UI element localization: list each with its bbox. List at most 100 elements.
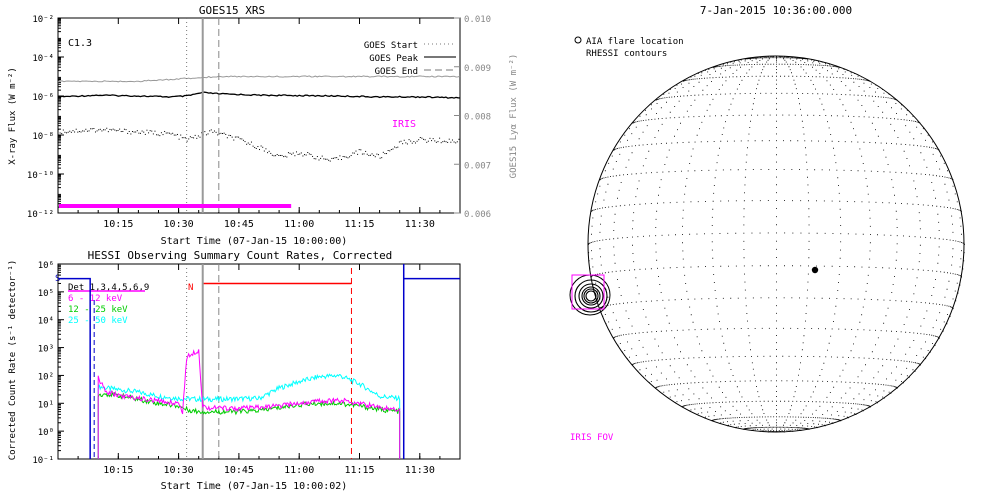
goes-short-channel-point [199, 136, 201, 138]
goes-short-channel-point [191, 137, 193, 139]
goes-short-channel-point [236, 136, 238, 138]
goes-short-channel-point [291, 153, 293, 155]
goes-short-channel-point [379, 157, 381, 159]
goes-short-channel-point [170, 133, 172, 135]
goes-short-channel-point [320, 157, 322, 159]
goes-short-channel-point [302, 155, 304, 157]
hessi-saa-left-line [58, 277, 91, 459]
goes-short-channel-point [228, 134, 230, 136]
goes-short-channel-point [453, 141, 455, 143]
hessi-x-tick-label: 10:30 [164, 465, 194, 476]
goes-short-channel-point [281, 154, 283, 156]
goes-short-channel-point [307, 151, 309, 153]
hessi-y-tick-label: 10⁻¹ [32, 456, 54, 466]
goes-short-channel-point [83, 130, 85, 132]
goes-short-channel-point [265, 148, 267, 150]
hessi-x-axis-label: Start Time (07-Jan-15 10:00:02) [161, 481, 348, 492]
goes-short-channel-point [392, 148, 394, 150]
goes-short-channel-point [109, 128, 111, 130]
goes-short-channel-point [246, 143, 248, 145]
goes-short-channel-point [283, 156, 285, 158]
goes-short-channel-point [450, 141, 452, 143]
goes-short-channel-point [234, 136, 236, 138]
goes-y2-tick-label: 0.009 [464, 64, 491, 74]
goes-short-channel-point [99, 128, 101, 130]
goes-short-channel-point [405, 142, 407, 144]
goes-x-tick-label: 10:15 [103, 219, 133, 230]
rhessi-contour [583, 288, 599, 304]
hessi-flag-n: N [188, 283, 193, 293]
goes-short-channel-point [238, 136, 240, 138]
goes-short-channel-point [175, 134, 177, 136]
goes-short-channel-point [294, 155, 296, 157]
goes-legend-label: GOES Start [364, 41, 418, 51]
goes-short-channel-point [151, 130, 153, 132]
goes-short-channel-point [263, 150, 265, 152]
goes-short-channel-point [115, 130, 117, 132]
goes-short-channel-point [252, 145, 254, 147]
iris-fov-box [571, 274, 605, 310]
goes-short-channel-point [331, 157, 333, 159]
goes-short-channel-point [350, 155, 352, 157]
hessi-y-tick-label: 10³ [38, 345, 54, 355]
goes-short-channel-point [148, 132, 150, 134]
rhessi-contours-legend-label: RHESSI contours [586, 49, 667, 59]
goes-short-channel-point [381, 157, 383, 159]
goes-short-channel-point [107, 131, 109, 133]
hessi-legend-label: 25 - 50 keV [68, 316, 128, 326]
hessi-panel: HESSI Observing Summary Count Rates, Cor… [8, 249, 461, 492]
goes-short-channel-point [273, 155, 275, 157]
goes-short-channel-point [357, 153, 359, 155]
goes-short-channel-point [72, 130, 74, 132]
goes-short-channel-point [93, 128, 95, 130]
goes-short-channel-point [275, 155, 277, 157]
goes-short-channel-point [312, 155, 314, 157]
goes-short-channel-point [458, 138, 460, 140]
goes-short-channel-point [96, 130, 98, 132]
goes-long-channel-line [57, 91, 461, 99]
goes-y-tick-label: 10⁻² [32, 15, 54, 25]
goes-short-channel-point [123, 128, 125, 130]
goes-short-channel-point [260, 145, 262, 147]
goes-short-channel-point [90, 128, 92, 130]
hessi-series-25-50-keV [97, 373, 401, 459]
sun-title: 7-Jan-2015 10:36:00.000 [700, 4, 852, 17]
goes-short-channel-point [128, 130, 130, 132]
goes-short-channel-point [414, 142, 416, 144]
hessi-y-tick-label: 10⁴ [38, 317, 54, 327]
goes-y-tick-label: 10⁻⁴ [32, 54, 54, 64]
goes-short-channel-point [160, 132, 162, 134]
goes-short-channel-point [394, 146, 396, 148]
goes-short-channel-point [279, 154, 281, 156]
goes-lyman-alpha-line [57, 75, 461, 83]
goes-short-channel-point [289, 152, 291, 154]
goes-short-channel-point [398, 141, 400, 143]
hessi-y-tick-label: 10¹ [38, 400, 54, 410]
goes-short-channel-point [427, 140, 429, 142]
goes-short-channel-point [395, 147, 397, 149]
goes-short-channel-point [341, 159, 343, 161]
goes-short-channel-point [130, 133, 132, 135]
goes-short-channel-point [164, 130, 166, 132]
goes-short-channel-point [88, 130, 90, 132]
goes-short-channel-point [267, 152, 269, 154]
goes-short-channel-point [207, 133, 209, 135]
goes-short-channel-point [213, 130, 215, 132]
goes-short-channel-point [61, 132, 63, 134]
goes-short-channel-point [157, 134, 159, 136]
goes-short-channel-point [443, 140, 445, 142]
hessi-series-6-12-keV [97, 349, 401, 459]
goes-short-channel-point [138, 132, 140, 134]
goes-y2-tick-label: 0.010 [464, 15, 491, 25]
goes-y-tick-label: 10⁻¹⁰ [27, 171, 54, 181]
goes-short-channel-point [437, 141, 439, 143]
goes-x-axis-label: Start Time (07-Jan-15 10:00:00) [161, 236, 348, 247]
goes-short-channel-point [74, 131, 76, 133]
hessi-x-tick-label: 11:00 [284, 465, 314, 476]
goes-short-channel-point [408, 139, 410, 141]
goes-short-channel-point [80, 131, 82, 133]
goes-short-channel-point [384, 153, 386, 155]
goes-short-channel-point [217, 134, 219, 136]
goes-short-channel-point [376, 153, 378, 155]
goes-short-channel-point [297, 153, 299, 155]
